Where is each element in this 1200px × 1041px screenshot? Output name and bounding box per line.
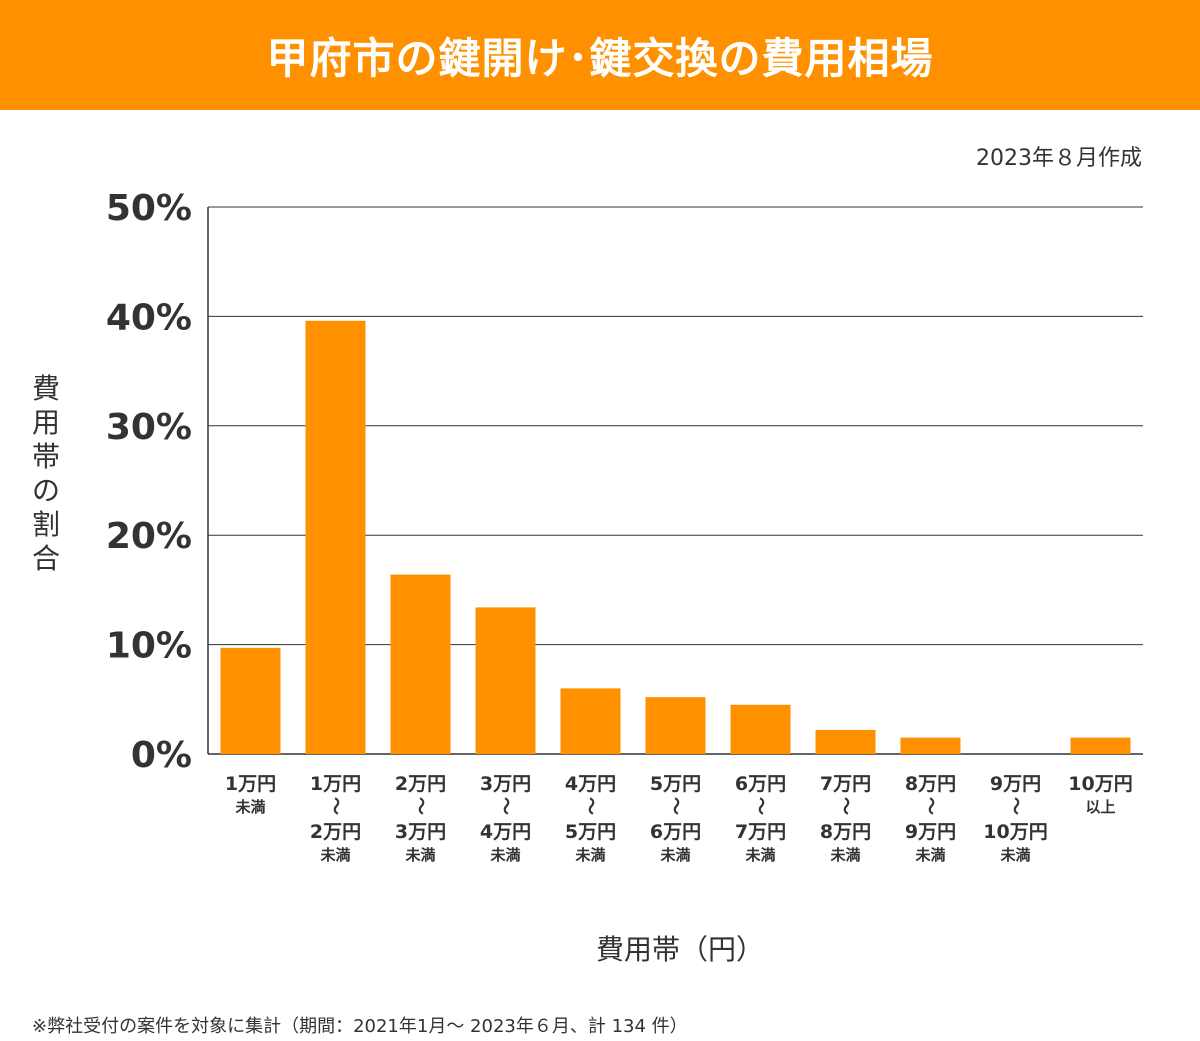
x-tick-label: 未満 <box>574 846 605 864</box>
bar <box>645 697 706 754</box>
bar <box>305 320 366 754</box>
x-tick-label: 9万円 <box>905 821 956 843</box>
page-title: 甲府市の鍵開け･鍵交換の費用相場 <box>266 33 934 83</box>
x-tick-label: 未満 <box>999 846 1030 864</box>
x-tick-label: ～ <box>665 797 686 815</box>
x-tick-label: 4万円 <box>480 821 531 843</box>
x-tick-label: ～ <box>920 797 941 815</box>
bar <box>560 688 621 754</box>
x-tick-label: 未満 <box>234 798 265 816</box>
bar <box>815 729 876 754</box>
x-tick-label: ～ <box>325 797 346 815</box>
x-tick-label: 未満 <box>914 846 945 864</box>
x-tick-label: 6万円 <box>735 773 786 795</box>
y-tick-label: 30% <box>106 407 192 448</box>
y-axis-label-char: 合 <box>31 542 60 575</box>
x-tick-label: ～ <box>1005 797 1026 815</box>
x-tick-label: ～ <box>835 797 856 815</box>
bar <box>475 607 536 754</box>
created-date: 2023年８月作成 <box>976 146 1142 171</box>
x-tick-label: 未満 <box>319 846 350 864</box>
x-tick-label: 9万円 <box>990 773 1041 795</box>
x-tick-label: 3万円 <box>395 821 446 843</box>
y-tick-label: 50% <box>106 188 192 229</box>
x-tick-label: 3万円 <box>480 773 531 795</box>
bar <box>730 704 791 754</box>
y-tick-label: 10% <box>106 626 192 667</box>
x-tick-label: ～ <box>410 797 431 815</box>
x-tick-label: 以上 <box>1085 798 1115 816</box>
x-tick-label: 未満 <box>404 846 435 864</box>
x-tick-label: 10万円 <box>983 821 1047 843</box>
x-tick-label: 5万円 <box>565 821 616 843</box>
y-axis-label-char: 帯 <box>31 440 60 473</box>
y-axis-label-char: 費 <box>31 372 60 405</box>
bar <box>900 737 961 754</box>
x-tick-label: 7万円 <box>735 821 786 843</box>
bar <box>390 574 451 754</box>
y-axis-label-char: 用 <box>31 406 60 439</box>
x-tick-label: 8万円 <box>905 773 956 795</box>
x-tick-label: 8万円 <box>820 821 871 843</box>
footnote: ※弊社受付の案件を対象に集計（期間：2021年1月～ 2023年６月、計 134… <box>32 1016 688 1037</box>
x-tick-label: 1万円 <box>225 773 276 795</box>
bar-chart: 0%10%20%30%40%50%1万円未満1万円～2万円未満2万円～3万円未満… <box>106 188 1143 864</box>
x-tick-label: ～ <box>495 797 516 815</box>
bar <box>1070 737 1131 754</box>
y-tick-label: 0% <box>131 735 192 776</box>
y-tick-label: 20% <box>106 516 192 557</box>
x-axis-label: 費用帯（円） <box>595 933 764 966</box>
x-tick-label: 7万円 <box>820 773 871 795</box>
x-tick-label: 5万円 <box>650 773 701 795</box>
x-tick-label: 未満 <box>744 846 775 864</box>
y-tick-label: 40% <box>106 297 192 338</box>
x-tick-label: ～ <box>750 797 771 815</box>
x-tick-label: 2万円 <box>310 821 361 843</box>
bar <box>220 647 281 754</box>
x-tick-label: 4万円 <box>565 773 616 795</box>
x-tick-label: 6万円 <box>650 821 701 843</box>
title-banner: 甲府市の鍵開け･鍵交換の費用相場 <box>0 0 1200 110</box>
x-tick-label: 10万円 <box>1068 773 1132 795</box>
y-axis-label: 費用帯の割合 <box>26 372 66 576</box>
x-tick-label: 2万円 <box>395 773 446 795</box>
x-tick-label: 未満 <box>489 846 520 864</box>
y-axis-label-char: 割 <box>31 508 60 541</box>
x-tick-label: 1万円 <box>310 773 361 795</box>
y-axis-label-char: の <box>31 474 60 507</box>
x-tick-label: 未満 <box>829 846 860 864</box>
x-tick-label: ～ <box>580 797 601 815</box>
x-tick-label: 未満 <box>659 846 690 864</box>
